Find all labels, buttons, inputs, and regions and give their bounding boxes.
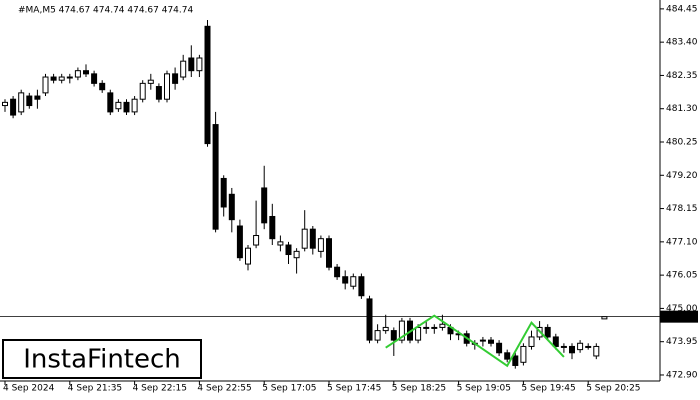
candle-body [398, 320, 405, 341]
candle-body [196, 57, 203, 72]
candle-body [577, 342, 584, 351]
candle-body [253, 235, 260, 246]
candle-body [285, 244, 292, 256]
x-tick-label: 4 Sep 21:35 [68, 384, 122, 394]
y-tick-label: 481.30 [666, 104, 698, 114]
y-tick-label: 472.90 [666, 370, 698, 380]
candle-body [2, 101, 8, 107]
candle-body [293, 250, 300, 259]
x-tick-label: 5 Sep 17:45 [327, 384, 381, 394]
candle-body [488, 339, 494, 344]
candle-body [269, 215, 276, 240]
candle-body [155, 86, 162, 100]
candle-body [204, 25, 211, 145]
candle-body [552, 336, 559, 347]
candle-body [415, 326, 422, 341]
candle-body [569, 345, 575, 354]
x-tick-label: 5 Sep 17:05 [262, 384, 316, 394]
candle-body [439, 323, 446, 328]
candle-body [342, 276, 349, 284]
candle-body [560, 345, 567, 348]
candle-body [277, 241, 284, 246]
candle-body [34, 95, 41, 100]
candle-body [431, 326, 438, 329]
x-tick-label: 5 Sep 19:05 [457, 384, 511, 394]
candle-body [326, 238, 332, 268]
candle-body [520, 345, 527, 363]
candle-body [212, 124, 219, 230]
candle-body [350, 276, 357, 287]
candle-body [172, 73, 179, 84]
logo-box [2, 339, 202, 379]
candle-body [164, 73, 170, 100]
logo: InstaFintech [23, 345, 181, 375]
candle-body [228, 193, 235, 221]
chart-title: #MA,M5 474.67 474.74 474.67 474.74 [18, 6, 193, 16]
candle-body [18, 92, 25, 113]
y-tick-label: 477.10 [666, 237, 698, 247]
y-tick-label: 476.05 [666, 271, 698, 281]
y-tick-label: 483.40 [666, 38, 698, 48]
candle-body [131, 98, 138, 113]
candle-body [83, 70, 89, 75]
candle-body [123, 101, 130, 113]
x-tick-label: 4 Sep 22:55 [197, 384, 251, 394]
pattern-line [385, 314, 565, 368]
x-tick-label: 4 Sep 22:15 [133, 384, 187, 394]
candle-body [390, 330, 397, 341]
candle-body [585, 345, 592, 348]
y-tick-label: 475.00 [666, 304, 698, 314]
candle-body [147, 79, 154, 84]
candle-body [544, 326, 551, 338]
candle-body [245, 247, 251, 265]
candle-body [139, 82, 146, 100]
candle-body [309, 228, 316, 249]
x-tick-label: 5 Sep 20:25 [586, 384, 640, 394]
candle-body [512, 355, 519, 366]
candle-body [26, 95, 33, 107]
candle-body [366, 298, 373, 341]
y-tick-label: 478.15 [666, 204, 698, 214]
y-tick-label: 473.95 [666, 337, 698, 347]
candle-body [479, 339, 486, 342]
candle-body [42, 76, 49, 94]
candle-body [504, 352, 511, 360]
y-tick-label: 480.25 [666, 138, 698, 148]
candle-body [10, 98, 17, 116]
candle-body [382, 326, 389, 332]
candle-body [220, 177, 227, 208]
candle-body [107, 92, 114, 113]
candle-body [180, 60, 187, 78]
candle-body [74, 70, 81, 78]
x-tick-label: 5 Sep 19:45 [521, 384, 575, 394]
candle-body [115, 101, 122, 110]
candle-body [593, 345, 600, 357]
candle-body [261, 187, 268, 224]
candle-body [50, 76, 57, 81]
candle-body [317, 238, 324, 252]
y-tick-label: 484.45 [666, 4, 698, 14]
candle-body [496, 342, 503, 354]
candle-body [423, 326, 430, 329]
candle-body [358, 276, 365, 297]
last-price-label: 474.74 [664, 312, 696, 322]
candle-body [528, 336, 535, 347]
candle-body [334, 266, 341, 278]
last-price-box [660, 310, 698, 323]
x-tick-label: 5 Sep 18:25 [392, 384, 446, 394]
candle-body [91, 73, 98, 84]
x-tick-label: 4 Sep 2024 [3, 384, 55, 394]
y-tick-label: 482.35 [666, 71, 698, 81]
candle-body [66, 76, 73, 79]
candle-body [188, 57, 195, 72]
candle-body [58, 76, 65, 81]
candle-body [301, 228, 308, 249]
candle-body [236, 225, 243, 259]
y-tick-label: 479.20 [666, 171, 698, 181]
candle-body [99, 82, 106, 91]
candle-body [374, 330, 381, 341]
